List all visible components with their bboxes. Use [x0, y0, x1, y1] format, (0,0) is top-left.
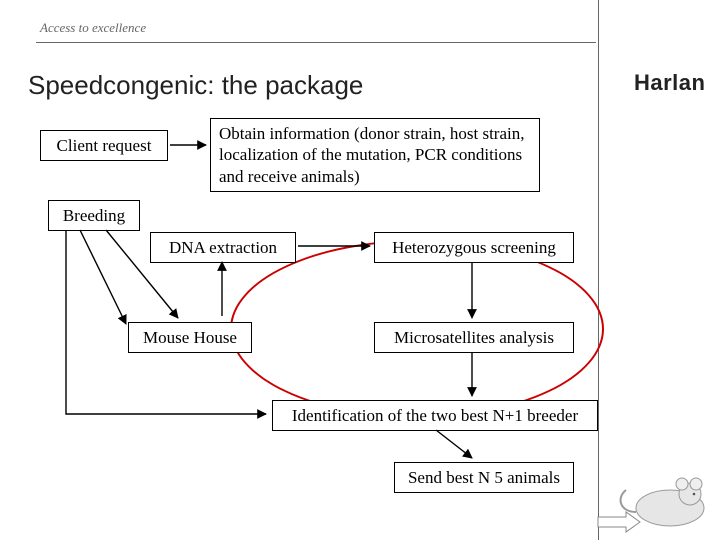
node-mouse-house: Mouse House — [128, 322, 252, 353]
step-arrow-icon — [596, 510, 642, 534]
node-heterozygous: Heterozygous screening — [374, 232, 574, 263]
vertical-rule — [598, 0, 599, 540]
header-rule — [36, 42, 596, 43]
page-title: Speedcongenic: the package — [28, 70, 363, 101]
node-client-request: Client request — [40, 130, 168, 161]
node-send-best: Send best N 5 animals — [394, 462, 574, 493]
brand-logo: Harlan — [634, 70, 705, 96]
node-dna-extraction: DNA extraction — [150, 232, 296, 263]
node-identification: Identification of the two best N+1 breed… — [272, 400, 598, 431]
tagline: Access to excellence — [40, 20, 146, 36]
node-microsatellites: Microsatellites analysis — [374, 322, 574, 353]
node-breeding: Breeding — [48, 200, 140, 231]
node-obtain-info: Obtain information (donor strain, host s… — [210, 118, 540, 192]
